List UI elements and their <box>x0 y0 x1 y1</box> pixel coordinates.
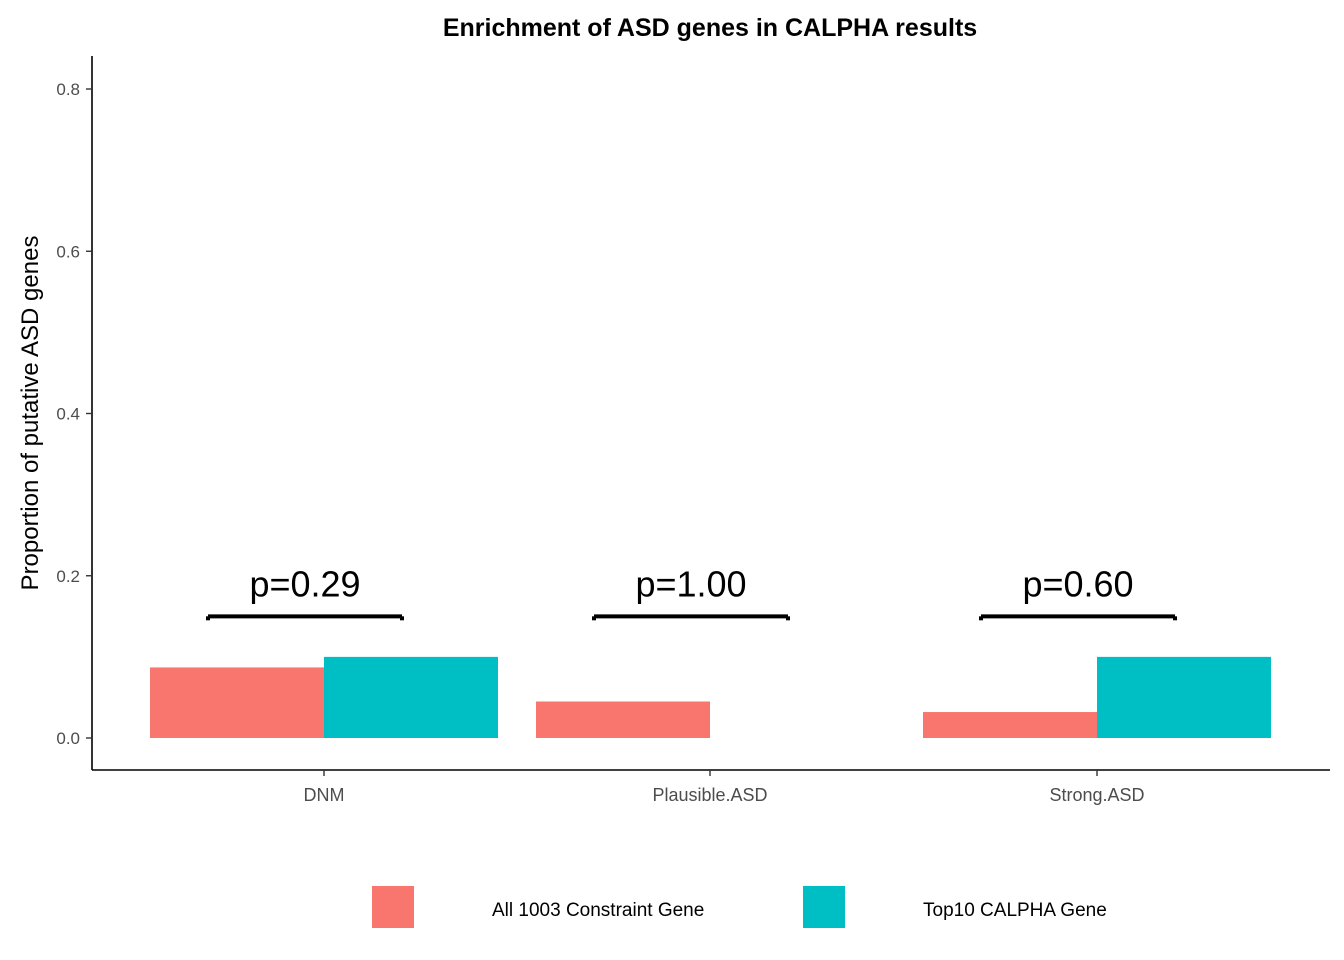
y-tick-label: 0.0 <box>56 729 80 748</box>
y-tick-label: 0.8 <box>56 80 80 99</box>
significance-bracket <box>592 614 790 621</box>
chart-marks: 0.0 0.2 0.4 0.6 0.8 DNM Plausible.ASD Strong.AS… <box>56 80 1271 805</box>
x-tick-label: Strong.ASD <box>1049 785 1144 805</box>
bar <box>536 701 710 738</box>
legend-label: All 1003 Constraint Gene <box>492 900 704 921</box>
legend: All 1003 Constraint Gene Top10 CALPHA Gen… <box>372 886 1107 928</box>
legend-key <box>372 886 414 928</box>
p-value-label: p=0.29 <box>249 563 360 604</box>
p-value-label: p=1.00 <box>635 563 746 604</box>
legend-label: Top10 CALPHA Gene <box>923 900 1107 921</box>
x-tick-label: Plausible.ASD <box>652 785 767 805</box>
legend-item: Top10 CALPHA Gene <box>803 886 1107 928</box>
x-tick-label: DNM <box>304 785 345 805</box>
y-tick-label: 0.4 <box>56 405 80 424</box>
y-axis-label: Proportion of putative ASD genes <box>17 236 44 591</box>
y-tick-label: 0.2 <box>56 567 80 586</box>
y-tick-label: 0.6 <box>56 242 80 261</box>
legend-item: All 1003 Constraint Gene <box>372 886 704 928</box>
chart-title: Enrichment of ASD genes in CALPHA result… <box>443 14 977 42</box>
significance-bracket <box>979 614 1177 621</box>
bar <box>1097 656 1271 738</box>
bar <box>324 656 498 738</box>
significance-bracket <box>206 614 404 621</box>
bar <box>923 712 1097 738</box>
bar <box>150 667 324 738</box>
p-value-label: p=0.60 <box>1022 563 1133 604</box>
legend-key <box>803 886 845 928</box>
